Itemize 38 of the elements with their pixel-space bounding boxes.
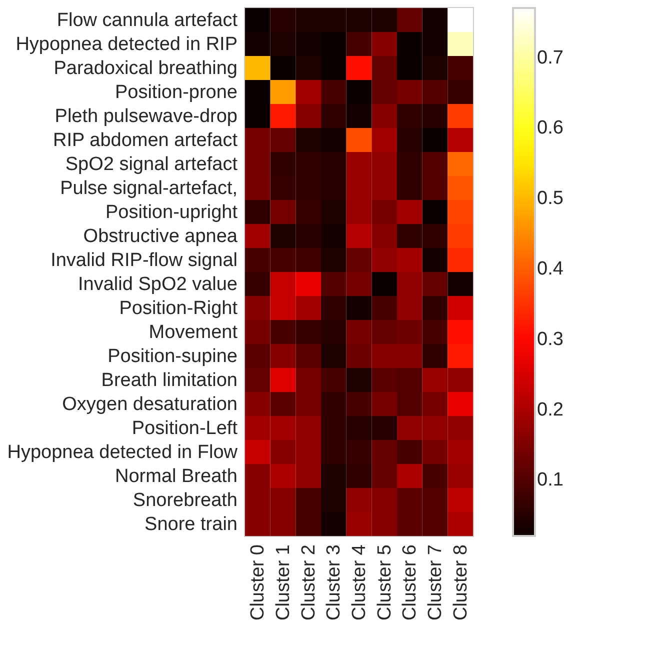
- y-tick-label: Paradoxical breathing: [54, 58, 238, 79]
- y-tick-label: Pleth pulsewave-drop: [54, 106, 238, 127]
- x-tick-label: Cluster 2: [298, 544, 320, 621]
- color-bar-label: 0.7: [537, 47, 564, 68]
- y-tick-label: Invalid SpO2 value: [78, 274, 238, 295]
- y-tick-label: Breath limitation: [101, 370, 238, 391]
- y-tick-label: Flow cannula artefact: [56, 10, 238, 31]
- y-tick-label: Oxygen desaturation: [62, 394, 238, 415]
- x-tick-label: Cluster 4: [349, 544, 370, 621]
- y-tick-label: Position-upright: [105, 202, 238, 223]
- x-tick-label: Cluster 6: [400, 544, 421, 621]
- y-tick-label: Normal Breath: [115, 466, 238, 487]
- y-tick-label: Position-Left: [132, 418, 238, 439]
- y-tick-label: Hypopnea detected in RIP: [16, 34, 238, 55]
- y-tick-label: Snore train: [144, 514, 238, 535]
- x-tick-label: Cluster 3: [324, 544, 345, 621]
- color-bar-label: 0.1: [537, 470, 564, 491]
- y-tick-label: Position-prone: [114, 82, 238, 103]
- y-tick-label: Hypopnea detected in Flow: [7, 442, 238, 463]
- y-tick-label: Invalid RIP-flow signal: [50, 250, 238, 271]
- x-tick-label: Cluster 1: [273, 544, 294, 621]
- y-tick-label: Obstructive apnea: [83, 226, 238, 247]
- color-bar-label: 0.2: [537, 399, 564, 420]
- color-bar-label: 0.5: [537, 188, 564, 210]
- x-tick-label: Cluster 8: [450, 544, 472, 621]
- y-tick-label: SpO2 signal artefact: [65, 154, 238, 175]
- color-bar-label: 0.3: [537, 328, 564, 350]
- y-tick-label: Pulse signal-artefact,: [60, 178, 238, 199]
- y-tick-label: Snorebreath: [132, 490, 238, 511]
- color-bar-label: 0.4: [537, 258, 564, 280]
- x-tick-label: Cluster 5: [374, 544, 396, 621]
- y-tick-label: Movement: [148, 322, 238, 343]
- y-tick-label: Position-supine: [108, 346, 238, 367]
- x-tick-label: Cluster 0: [248, 544, 269, 621]
- y-tick-label: Position-Right: [119, 298, 238, 319]
- color-bar-label: 0.6: [537, 118, 564, 139]
- y-tick-label: RIP abdomen artefact: [53, 130, 238, 151]
- x-tick-label: Cluster 7: [425, 544, 446, 621]
